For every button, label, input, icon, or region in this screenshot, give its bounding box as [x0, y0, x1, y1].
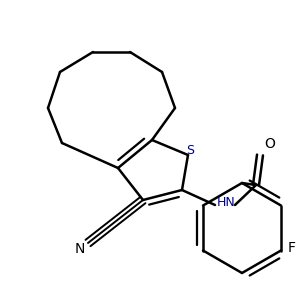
Text: F: F: [288, 241, 296, 255]
Text: S: S: [186, 144, 194, 158]
Text: O: O: [264, 137, 275, 151]
Text: N: N: [75, 242, 85, 256]
Text: HN: HN: [217, 197, 236, 209]
